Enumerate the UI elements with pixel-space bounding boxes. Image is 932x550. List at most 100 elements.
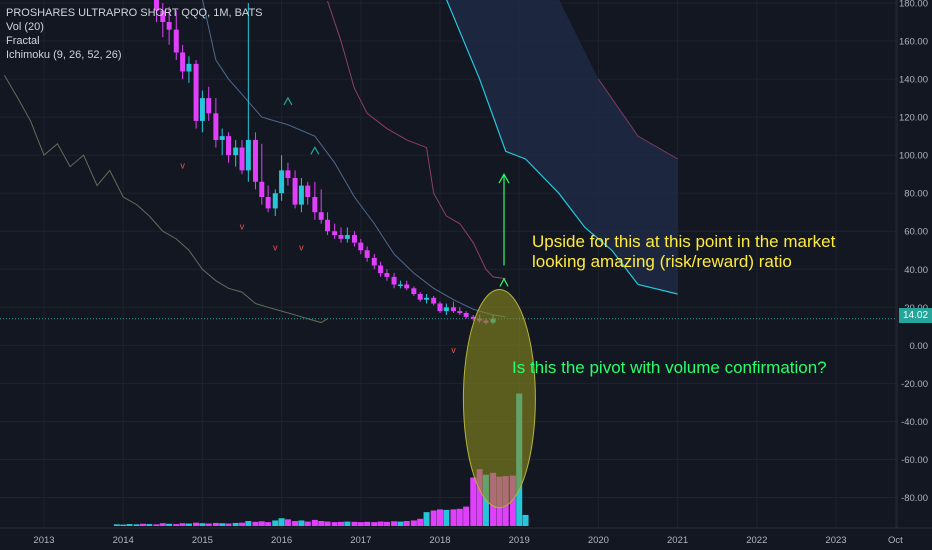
volume-bar <box>463 506 470 526</box>
candle-body <box>298 185 304 205</box>
time-tick-label: 2020 <box>588 535 609 546</box>
fractal-down-marker: v <box>299 242 304 252</box>
candle-body <box>358 242 364 251</box>
lagging-span-line <box>3 75 328 324</box>
price-axis[interactable]: 180.00 160.00 140.00 120.00 100.00 80.00 60.00… <box>896 0 929 528</box>
volume-bar <box>450 509 457 526</box>
candle-body <box>463 313 469 317</box>
candle-body <box>424 297 430 300</box>
volume-bar <box>423 512 430 526</box>
time-axis[interactable]: 2013 2014 2015 2016 2017 2018 2019 2020 2021 2022… <box>0 527 932 546</box>
candle-body <box>219 136 225 140</box>
fractal-up-marker <box>310 146 320 155</box>
volume-bar <box>364 521 371 526</box>
volume-bar <box>357 522 364 526</box>
price-tick-label: -60.00 <box>901 455 928 466</box>
price-tick-label: 40.00 <box>904 265 928 276</box>
candle-body <box>245 139 251 171</box>
candle-body <box>252 139 258 182</box>
time-tick-label: 2013 <box>33 535 54 546</box>
candle-body <box>186 63 192 72</box>
volume-bar <box>383 521 390 526</box>
candle-body <box>344 235 350 239</box>
candle-body <box>325 219 331 232</box>
candle-body <box>312 197 318 213</box>
volume-bar <box>410 520 417 526</box>
base-line <box>202 0 506 318</box>
candle-body <box>431 297 437 304</box>
volume-bar <box>212 522 219 526</box>
time-tick-label: 2015 <box>192 535 213 546</box>
volume-bar <box>153 524 160 526</box>
volume-bar <box>311 519 318 526</box>
time-tick-label: Oct <box>888 535 903 546</box>
volume-bar <box>298 520 305 526</box>
candle-body <box>443 307 449 312</box>
fractal-indicator-label[interactable]: Fractal <box>6 35 40 47</box>
candle-body <box>305 185 311 198</box>
price-tick-label: 180.00 <box>899 0 928 10</box>
volume-bar <box>522 514 529 526</box>
fractal-markers: v v v v v <box>180 96 456 355</box>
candle-body <box>417 294 423 300</box>
candle-body <box>338 235 344 239</box>
candle-body <box>397 284 403 286</box>
candle-body <box>279 170 285 194</box>
candle-body <box>233 147 239 156</box>
volume-bar <box>126 524 133 526</box>
volume-bar <box>403 521 410 526</box>
volume-bar <box>324 521 331 526</box>
upside-annotation-line2: looking amazing (risk/reward) ratio <box>532 252 792 271</box>
candle-body <box>272 193 278 209</box>
candle-body <box>285 170 291 178</box>
volume-bar <box>284 519 291 526</box>
fractal-down-marker: v <box>273 242 278 252</box>
candle-body <box>384 273 390 277</box>
volume-bar <box>443 509 450 526</box>
candle-body <box>411 288 417 295</box>
candle-body <box>404 284 410 289</box>
volume-bar <box>456 508 463 526</box>
candle-body <box>153 0 159 11</box>
volume-bar <box>371 522 378 526</box>
leading-span-b-upper-line <box>597 78 678 160</box>
fractal-down-marker: v <box>180 160 185 170</box>
volume-bar <box>344 521 351 526</box>
price-tick-label: 0.00 <box>910 341 929 352</box>
volume-bar <box>113 524 120 526</box>
candle-body <box>378 265 384 274</box>
candle-body <box>199 98 205 121</box>
time-tick-label: 2018 <box>429 535 450 546</box>
candle-body <box>226 136 232 156</box>
volume-bar <box>252 521 259 526</box>
ichimoku-cloud-area <box>446 0 678 295</box>
symbol-title[interactable]: PROSHARES ULTRAPRO SHORT QQQ, 1M, BATS <box>6 7 263 19</box>
time-tick-label: 2023 <box>825 535 846 546</box>
ichimoku-indicator-label[interactable]: Ichimoku (9, 26, 52, 26) <box>6 49 122 61</box>
candle-body <box>166 22 172 30</box>
upside-annotation[interactable]: Upside for this at this point in the mar… <box>532 232 835 272</box>
volume-bar <box>199 523 206 526</box>
volume-bar <box>331 522 338 526</box>
volume-indicator-label[interactable]: Vol (20) <box>6 21 44 33</box>
candle-body <box>364 250 370 258</box>
candle-body <box>391 276 397 285</box>
price-tick-label: 120.00 <box>899 113 928 124</box>
candle-body <box>318 212 324 220</box>
drawing-overlay <box>462 172 536 509</box>
volume-bar <box>146 524 153 526</box>
volume-bar <box>318 521 325 526</box>
pivot-annotation[interactable]: Is this the pivot with volume confirmati… <box>512 358 827 377</box>
candle-body <box>457 311 463 314</box>
volume-bar <box>476 469 483 526</box>
leading-span-b-line <box>446 0 678 295</box>
volume-bar <box>391 521 398 526</box>
time-tick-label: 2019 <box>509 535 530 546</box>
volume-bar <box>232 522 239 526</box>
time-tick-label: 2021 <box>667 535 688 546</box>
price-tick-label: -20.00 <box>901 379 928 390</box>
candle-body <box>437 303 443 312</box>
